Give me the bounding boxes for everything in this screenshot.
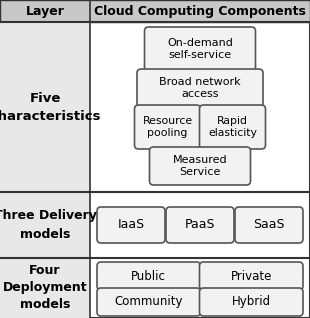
Text: Community: Community — [114, 295, 183, 308]
FancyBboxPatch shape — [200, 288, 303, 316]
Bar — [0, 192, 90, 258]
Text: Five
Characteristics: Five Characteristics — [0, 92, 101, 122]
Text: Layer: Layer — [25, 4, 64, 17]
FancyBboxPatch shape — [149, 147, 250, 185]
FancyBboxPatch shape — [135, 105, 201, 149]
Text: PaaS: PaaS — [185, 218, 215, 232]
Text: Cloud Computing Components: Cloud Computing Components — [94, 4, 306, 17]
Text: Public: Public — [131, 269, 166, 282]
FancyBboxPatch shape — [235, 207, 303, 243]
FancyBboxPatch shape — [137, 69, 263, 107]
FancyBboxPatch shape — [200, 105, 265, 149]
Text: Broad network
access: Broad network access — [159, 77, 241, 99]
Bar — [0, 0, 310, 22]
FancyBboxPatch shape — [144, 27, 255, 71]
Text: Resource
pooling: Resource pooling — [142, 116, 193, 138]
FancyBboxPatch shape — [200, 262, 303, 290]
Bar — [0, 258, 90, 318]
Text: Rapid
elasticity: Rapid elasticity — [208, 116, 257, 138]
Text: Three Delivery
models: Three Delivery models — [0, 210, 96, 240]
Text: Measured
Service: Measured Service — [173, 155, 227, 177]
Text: IaaS: IaaS — [117, 218, 144, 232]
Bar — [0, 22, 90, 192]
Text: Four
Deployment
models: Four Deployment models — [3, 265, 87, 312]
Text: Private: Private — [231, 269, 272, 282]
FancyBboxPatch shape — [97, 207, 165, 243]
Text: Hybrid: Hybrid — [232, 295, 271, 308]
FancyBboxPatch shape — [166, 207, 234, 243]
FancyBboxPatch shape — [97, 262, 201, 290]
FancyBboxPatch shape — [97, 288, 201, 316]
Text: SaaS: SaaS — [253, 218, 285, 232]
Text: On-demand
self-service: On-demand self-service — [167, 38, 233, 60]
